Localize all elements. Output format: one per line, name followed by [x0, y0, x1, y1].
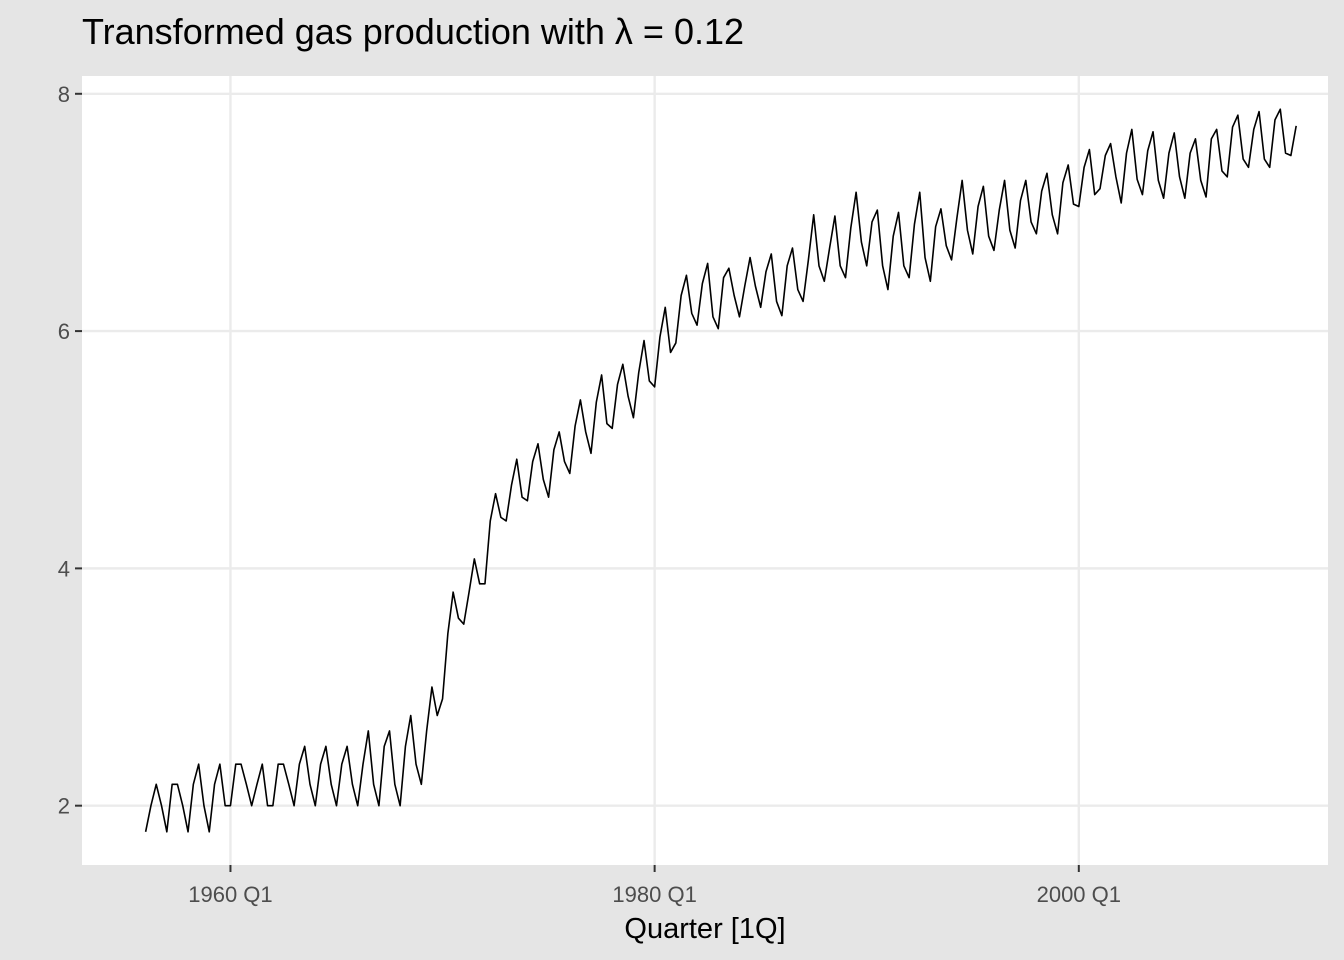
- y-tick-label: 4: [58, 556, 70, 581]
- series-line-0: [144, 108, 1297, 833]
- y-tick-label: 6: [58, 319, 70, 344]
- y-tick-label: 2: [58, 794, 70, 819]
- y-tick-label: 8: [58, 82, 70, 107]
- series-group: [144, 108, 1297, 833]
- chart-title: Transformed gas production with λ = 0.12: [82, 11, 744, 52]
- x-axis: 1960 Q1 1980 Q1 2000 Q1: [188, 865, 1121, 907]
- x-axis-title: Quarter [1Q]: [624, 913, 785, 945]
- x-gridlines: [229, 76, 1081, 865]
- x-tick-label: 1960 Q1: [188, 882, 272, 907]
- y-axis: 2 4 6 8: [58, 82, 82, 819]
- plot-panel: [82, 76, 1328, 865]
- x-tick-label: 2000 Q1: [1037, 882, 1121, 907]
- y-gridlines: [82, 92, 1328, 807]
- x-tick-label: 1980 Q1: [612, 882, 696, 907]
